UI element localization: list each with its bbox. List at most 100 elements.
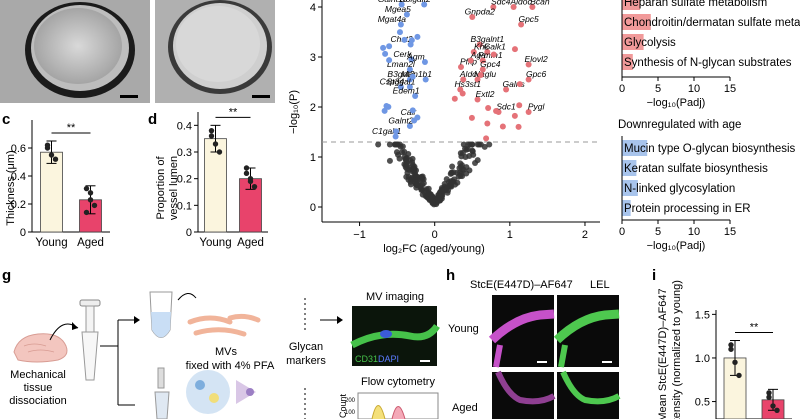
data-point	[87, 197, 94, 203]
gene-label: Edem1	[393, 86, 420, 96]
gene-point	[415, 174, 422, 181]
gene-point	[380, 44, 387, 51]
x-tick-label: 5	[655, 83, 661, 95]
em-image-aged	[155, 0, 275, 103]
data-point	[251, 183, 258, 190]
gene-point	[525, 76, 532, 83]
glycan-label-2: markers	[286, 355, 326, 367]
mv-micrograph: CD31 DAPI	[350, 306, 440, 366]
gene-label: Galnt10	[378, 0, 408, 4]
gene-point	[386, 43, 393, 50]
data-point	[728, 342, 734, 348]
gene-point	[477, 71, 484, 78]
gene-point	[518, 21, 525, 28]
x-tick-label: 10	[688, 83, 700, 95]
x-tick-label: −1	[353, 229, 366, 241]
data-point	[91, 202, 98, 209]
scale-bar	[252, 95, 270, 98]
gene-label: Sdc1	[496, 102, 516, 112]
data-point	[48, 152, 55, 158]
scale-bar	[120, 95, 138, 98]
row-label-young: Young	[448, 323, 479, 335]
gene-point	[411, 117, 418, 124]
data-point	[243, 165, 250, 171]
gene-point	[450, 178, 457, 185]
gene-point	[383, 102, 390, 109]
gene-point	[381, 107, 388, 114]
up-term: Chondroitin/dermatan sulfate metab.	[624, 17, 800, 29]
homogenizer-icon	[79, 299, 101, 381]
brain-icon	[13, 333, 68, 363]
gene-point	[479, 57, 486, 64]
gene-label: Mgea5	[385, 4, 411, 14]
gene-label: C1galt1	[372, 126, 402, 136]
up-term: Synthesis of N-glycan substrates	[624, 57, 792, 69]
gene-label: Galk1	[484, 42, 506, 52]
gene-label: Cspg4	[380, 77, 405, 87]
x-tick-label: Young	[199, 237, 231, 249]
stain-label-2: LEL	[590, 279, 610, 291]
panel-label-h: h	[446, 267, 455, 284]
stain-label-1: StcE(E447D)–AF647	[470, 279, 573, 291]
flow-label: Flow cytometry	[361, 376, 435, 388]
y-tick-label: 0.2	[177, 174, 192, 186]
panel-label-d: d	[148, 111, 157, 128]
dapi-label: DAPI	[378, 354, 399, 364]
y-tick-label: 0.6	[11, 143, 26, 155]
bar-young	[40, 151, 63, 233]
y-axis-label-line-2: vessel lumen	[168, 156, 180, 220]
intensity-bar-chart: Mean StcE(E447D)–AF647 intensity (normal…	[657, 280, 792, 419]
down-term: N-linked glycosylation	[624, 183, 735, 195]
gene-label: Aga	[470, 50, 486, 60]
gene-point	[490, 4, 497, 10]
tissue-label-3: dissociation	[9, 395, 66, 407]
data-point	[732, 359, 738, 366]
gene-label: Aldoa	[459, 69, 482, 79]
data-point	[766, 394, 772, 400]
x-tick-label: 15	[724, 83, 736, 95]
gene-point	[511, 112, 518, 119]
x-axis-label: log₂FC (aged/young)	[383, 243, 485, 255]
x-tick-label: Aged	[77, 237, 104, 249]
gene-point	[382, 50, 389, 57]
gene-point	[414, 181, 421, 188]
gene-label: Naglu	[474, 69, 496, 79]
gene-point	[393, 128, 400, 135]
gene-point	[472, 160, 479, 167]
panel-label-c: c	[2, 111, 10, 128]
gene-point	[516, 81, 523, 88]
gene-label: Aldoc	[509, 0, 532, 7]
gene-point	[474, 96, 481, 103]
gene-point	[403, 156, 410, 163]
y-tick-label: 1	[310, 152, 316, 164]
gene-point	[485, 104, 492, 111]
gene-label: Calr	[401, 107, 418, 117]
gene-point	[408, 37, 415, 44]
data-point	[216, 149, 223, 155]
y-axis-label-line-2: intensity (normalized to young)	[671, 280, 683, 419]
flow-histogram: 200 100 Count	[338, 392, 439, 419]
y-tick-label: 2	[310, 102, 316, 114]
x-tick-label: Aged	[237, 237, 264, 249]
x-tick-label: 0	[619, 83, 625, 95]
data-point	[247, 178, 254, 185]
flow-tick: 200	[345, 398, 356, 404]
gene-point	[493, 108, 500, 115]
gene-point	[428, 193, 435, 200]
y-tick-label: 4	[310, 2, 316, 14]
gene-point	[458, 64, 464, 70]
gene-point	[411, 163, 418, 170]
gene-label: Pygl	[528, 102, 546, 112]
workflow-schematic: Mechanical tissue dissociation MVs fixe	[9, 291, 440, 419]
panel-label-g: g	[2, 267, 11, 284]
gene-point	[529, 4, 536, 10]
thickness-bar-chart: Thickness (μm) 0 0.2 0.4 0.6 Young Aged **	[5, 120, 110, 249]
data-point	[208, 133, 215, 139]
gene-point	[484, 120, 491, 127]
gene-point	[466, 153, 473, 160]
y-tick-label: 0	[20, 227, 26, 239]
gene-point	[476, 41, 483, 48]
gene-point	[403, 11, 410, 18]
gene-point	[503, 86, 510, 93]
